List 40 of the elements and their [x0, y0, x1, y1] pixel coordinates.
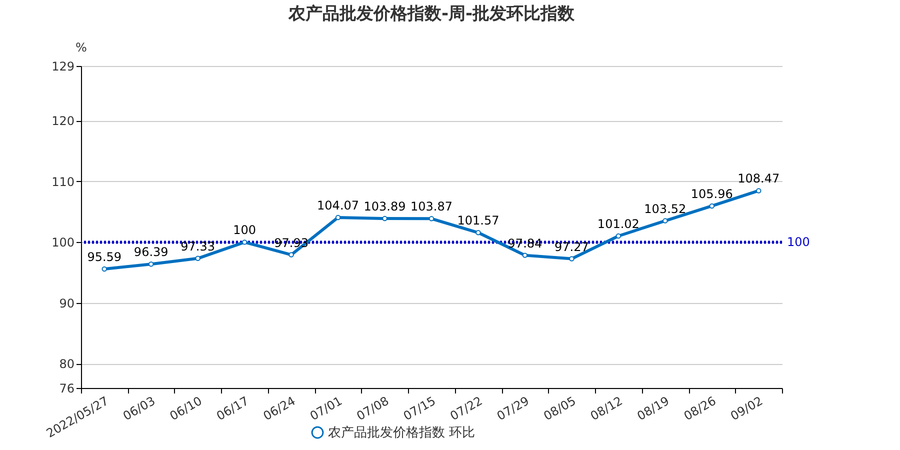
data-label: 101.57	[457, 214, 500, 228]
point	[662, 218, 668, 224]
data-label: 105.96	[690, 186, 733, 201]
point	[428, 216, 434, 222]
data-label: 103.87	[410, 200, 452, 214]
data-label: 95.59	[87, 250, 122, 264]
data-label: 103.89	[364, 200, 406, 214]
data-label: 100	[233, 223, 256, 238]
data-label: 97.84	[508, 236, 542, 250]
point	[335, 214, 341, 220]
point	[148, 262, 154, 267]
data-label: 97.33	[180, 239, 216, 254]
point	[102, 266, 107, 272]
ref-line-label: 100	[787, 235, 810, 250]
point	[522, 252, 528, 258]
data-label: 101.02	[597, 216, 640, 231]
data-label: 103.52	[644, 202, 686, 216]
chart-title: 农产品批发价格指数-周-批发环比指数	[287, 4, 576, 24]
point	[616, 233, 622, 239]
point	[288, 252, 294, 258]
point	[756, 188, 762, 194]
point	[242, 240, 248, 245]
data-label: 97.27	[554, 240, 589, 254]
data-label: 104.07	[317, 198, 360, 212]
data-label: 96.39	[134, 245, 168, 260]
y-tick-label: 76	[59, 382, 74, 396]
y-tick-label: 100	[52, 236, 74, 250]
y-tick-label: 110	[52, 174, 74, 189]
legend-label: 农产品批发价格指数 环比	[328, 426, 476, 440]
point	[709, 203, 715, 209]
data-label: 108.47	[738, 172, 780, 186]
y-tick-label: 129	[52, 60, 74, 74]
y-tick-label: 80	[59, 357, 74, 372]
point	[476, 230, 481, 236]
y-tick-label: 90	[59, 296, 74, 310]
point	[382, 216, 388, 222]
point	[569, 256, 574, 262]
y-axis-title: %	[76, 40, 87, 54]
point	[195, 256, 200, 262]
y-tick-label: 120	[52, 114, 74, 128]
